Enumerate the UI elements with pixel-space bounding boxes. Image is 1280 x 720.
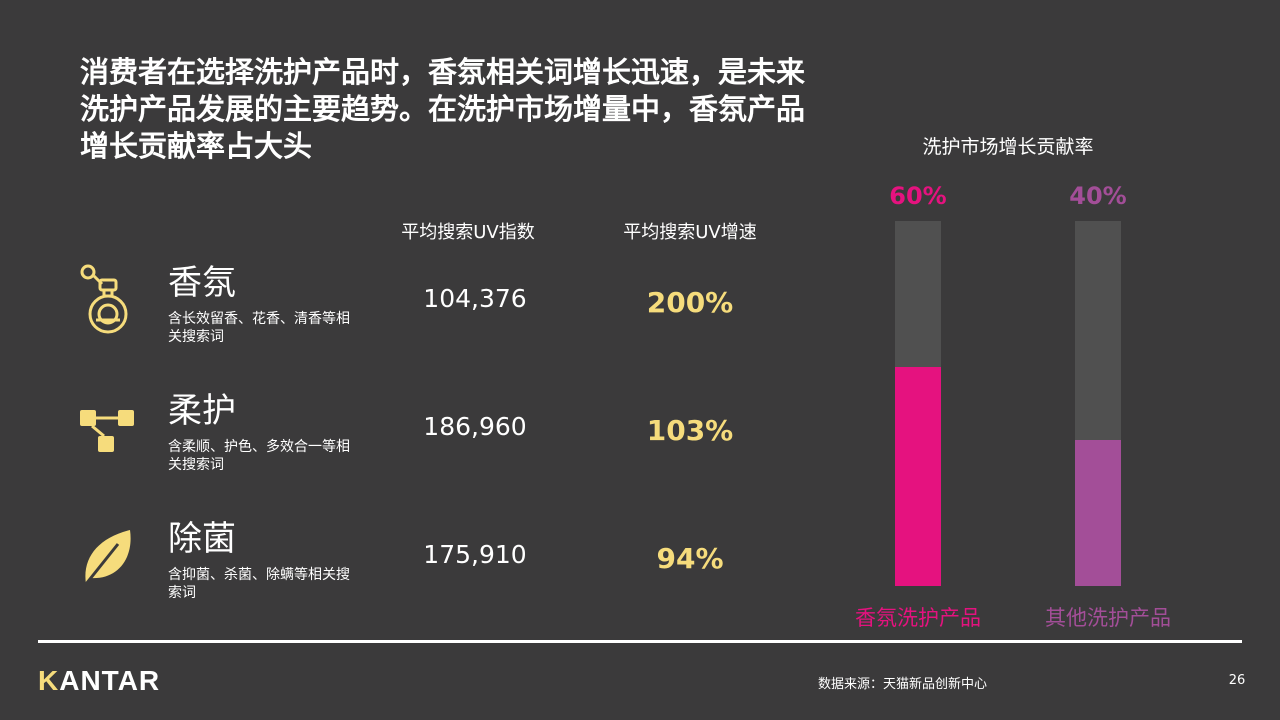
category-name: 香氛 bbox=[168, 263, 236, 303]
category-description: 含柔顺、护色、多效合一等相关搜索词 bbox=[168, 439, 350, 473]
uv-index-value: 186,960 bbox=[423, 412, 527, 441]
bar-track-other bbox=[1075, 221, 1121, 586]
page-number: 26 bbox=[1228, 673, 1246, 688]
table-row: 香氛 含长效留香、花香、清香等相关搜索词 104,376 200% bbox=[0, 262, 800, 372]
kantar-logo: KANTAR bbox=[38, 665, 161, 696]
flow-chart-icon bbox=[78, 390, 138, 462]
perfume-bottle-icon bbox=[78, 262, 138, 334]
bar-track-fragrance bbox=[895, 221, 941, 586]
table-row: 柔护 含柔顺、护色、多效合一等相关搜索词 186,960 103% bbox=[0, 390, 800, 500]
uv-index-value: 104,376 bbox=[423, 284, 527, 313]
leaf-icon bbox=[78, 518, 138, 590]
category-label-fragrance: 香氛洗护产品 bbox=[855, 606, 981, 630]
data-label-other: 40% bbox=[1069, 182, 1127, 210]
category-name: 除菌 bbox=[168, 519, 236, 559]
uv-growth-value: 103% bbox=[646, 414, 734, 447]
page-title: 消费者在选择洗护产品时，香氛相关词增长迅速，是未来洗护产品发展的主要趋势。在洗护… bbox=[80, 55, 806, 163]
data-label-fragrance: 60% bbox=[889, 182, 947, 210]
bar-fragrance bbox=[895, 367, 941, 586]
column-header-uv-growth: 平均搜索UV增速 bbox=[623, 222, 757, 243]
uv-growth-value: 200% bbox=[646, 286, 734, 319]
uv-index-value: 175,910 bbox=[423, 540, 527, 569]
uv-growth-value: 94% bbox=[656, 542, 724, 575]
source-note: 数据来源：天猫新品创新中心 bbox=[818, 677, 988, 692]
bar-other bbox=[1075, 440, 1121, 586]
column-header-uv-index: 平均搜索UV指数 bbox=[401, 222, 535, 243]
chart-title: 洗护市场增长贡献率 bbox=[922, 136, 1094, 158]
table-row: 除菌 含抑菌、杀菌、除螨等相关搜索词 175,910 94% bbox=[0, 518, 800, 628]
category-description: 含长效留香、花香、清香等相关搜索词 bbox=[168, 311, 350, 345]
category-label-other: 其他洗护产品 bbox=[1045, 606, 1171, 630]
footer-divider bbox=[38, 640, 1242, 643]
category-name: 柔护 bbox=[168, 391, 236, 431]
category-description: 含抑菌、杀菌、除螨等相关搜索词 bbox=[168, 567, 350, 601]
